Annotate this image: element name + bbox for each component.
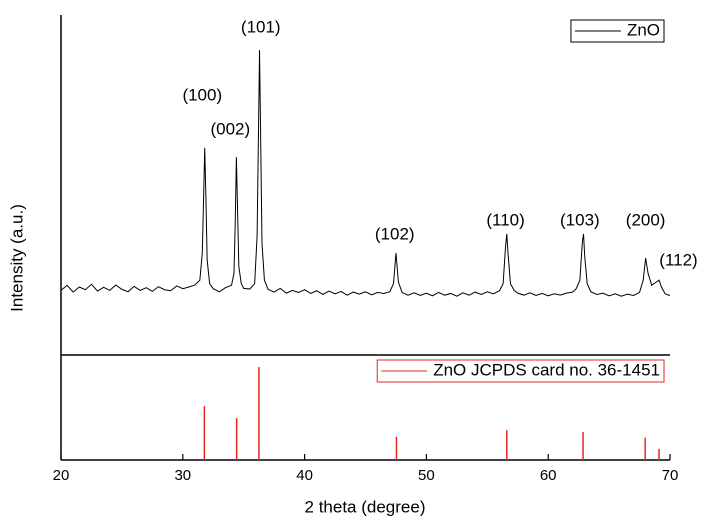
peak-label: (110)	[486, 211, 524, 230]
legend-label: ZnO	[627, 20, 660, 39]
legend-label: ZnO JCPDS card no. 36-1451	[433, 360, 660, 379]
x-tick-label: 20	[53, 467, 70, 484]
x-tick-label: 40	[296, 467, 313, 484]
peak-label: (103)	[560, 211, 600, 230]
peak-label: (002)	[210, 119, 250, 138]
peak-label: (200)	[626, 211, 666, 230]
peak-label: (101)	[241, 17, 281, 36]
x-tick-label: 50	[418, 467, 435, 484]
x-tick-label: 70	[662, 467, 679, 484]
data-line	[60, 50, 671, 297]
peak-label: (102)	[375, 224, 415, 243]
x-axis-label: 2 theta (degree)	[305, 497, 426, 516]
peak-label: (100)	[182, 85, 222, 104]
x-tick-label: 30	[174, 467, 191, 484]
legend-box	[376, 359, 665, 383]
legend-box	[570, 19, 665, 43]
peak-label: (112)	[659, 251, 697, 270]
x-tick-label: 60	[540, 467, 557, 484]
y-axis-label: Intensity (a.u.)	[7, 204, 26, 312]
